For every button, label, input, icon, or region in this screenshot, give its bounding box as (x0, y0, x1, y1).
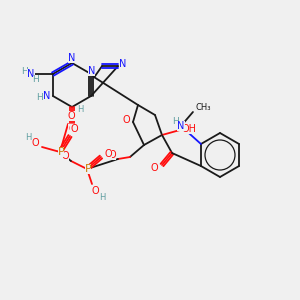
Text: O: O (31, 138, 39, 148)
Text: H: H (33, 76, 39, 85)
Text: N: N (119, 59, 127, 69)
Text: H: H (77, 106, 83, 115)
Text: O: O (150, 163, 158, 173)
Text: P: P (85, 164, 92, 174)
Text: OH: OH (182, 124, 196, 134)
Text: O: O (104, 149, 112, 159)
Text: N: N (88, 66, 95, 76)
Text: N: N (43, 91, 51, 101)
Text: CH₃: CH₃ (195, 103, 211, 112)
Text: O: O (61, 151, 69, 161)
Text: O: O (122, 115, 130, 125)
Text: O: O (68, 124, 76, 134)
Text: N: N (177, 121, 184, 131)
Text: P: P (58, 147, 64, 157)
Text: O: O (70, 124, 78, 134)
Text: H: H (22, 67, 28, 76)
Text: H: H (37, 92, 43, 101)
Text: H: H (99, 193, 105, 202)
Text: H: H (172, 118, 179, 127)
Text: N: N (68, 53, 76, 63)
Text: O: O (67, 111, 75, 121)
Text: O: O (108, 150, 116, 160)
Text: O: O (91, 186, 99, 196)
Text: H: H (25, 133, 31, 142)
Text: N: N (27, 69, 34, 79)
